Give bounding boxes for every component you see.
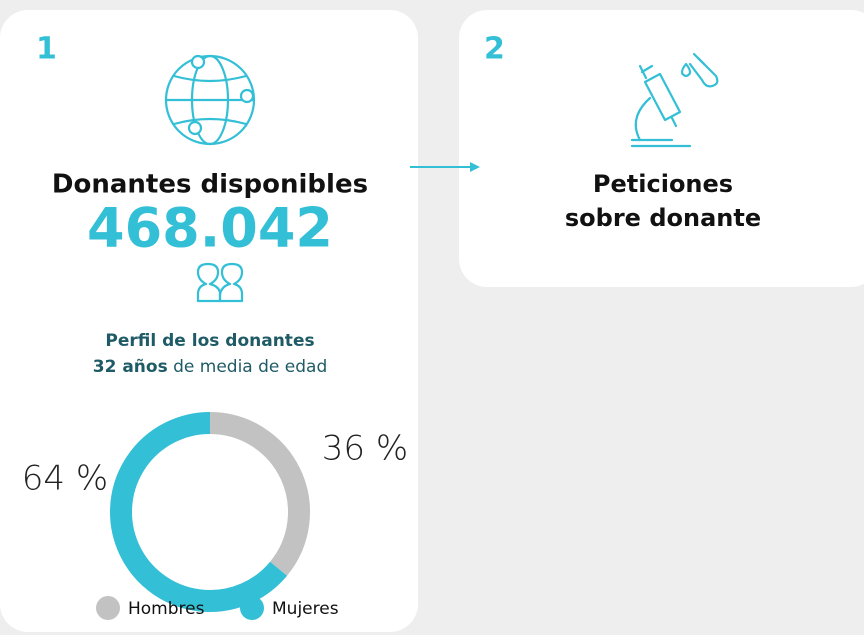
legend-label: Hombres — [128, 599, 205, 619]
card-number: 1 — [36, 32, 57, 67]
donut-segment — [110, 412, 288, 612]
profile-title: Perfil de los donantes — [105, 331, 314, 351]
card-2 — [459, 10, 864, 287]
donut-chart: 36 % 64 % Hombres Mujeres — [22, 412, 408, 620]
card-title: Donantes disponibles — [52, 170, 368, 200]
arrow-head — [470, 162, 480, 172]
card-title: sobre donante — [565, 204, 761, 232]
age-value: 32 años — [93, 357, 168, 377]
donor-count: 468.042 — [87, 197, 333, 260]
microscope-icon — [630, 52, 719, 148]
legend-swatch — [240, 596, 264, 620]
profile-age: 32 años de media de edad — [93, 357, 327, 377]
card-1 — [0, 10, 418, 632]
value-label: 36 % — [322, 429, 408, 469]
globe-icon — [164, 54, 256, 146]
age-suffix: de media de edad — [173, 357, 327, 377]
legend-swatch — [96, 596, 120, 620]
donut-segment — [209, 412, 310, 576]
people-icon — [196, 262, 244, 303]
legend-label: Mujeres — [272, 599, 339, 619]
value-label: 64 % — [22, 459, 108, 499]
card-number: 2 — [484, 32, 505, 67]
card-title: Peticiones — [593, 170, 733, 198]
